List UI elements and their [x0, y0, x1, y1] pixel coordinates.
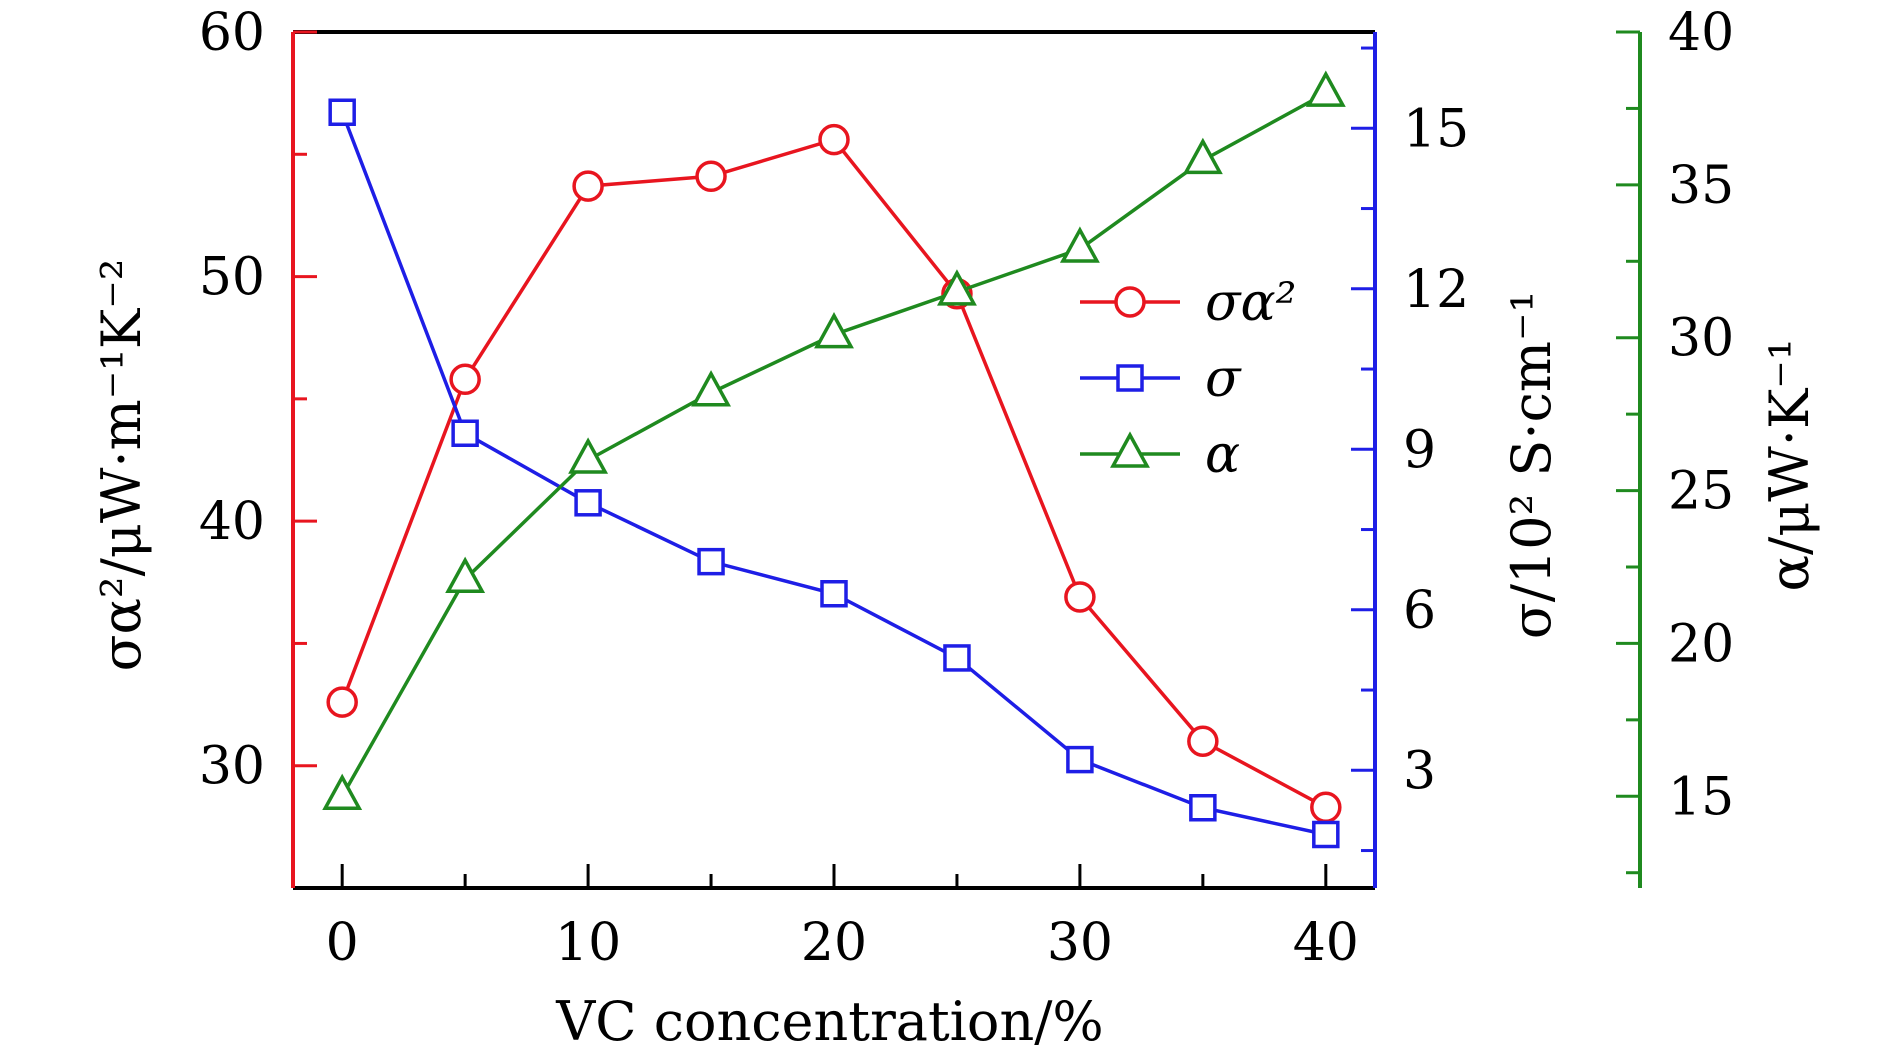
- sigma-point: [1189, 794, 1217, 822]
- sigma-point: [1312, 820, 1340, 849]
- sigma-point: [328, 98, 356, 126]
- sigma-alpha2-point: [1310, 791, 1342, 824]
- x-tick-label: 10: [555, 913, 621, 973]
- far-right-tick-label: 20: [1668, 614, 1734, 674]
- x-tick-label: 30: [1047, 913, 1113, 973]
- far-right-tick-label: 15: [1668, 767, 1734, 827]
- right-tick-label: 6: [1403, 581, 1436, 641]
- x-axis: 0 10 20 30 40: [293, 864, 1375, 973]
- sigma-series: [328, 98, 1340, 849]
- legend-sigma-label: σ: [1205, 349, 1242, 409]
- x-tick-label: 0: [326, 913, 359, 973]
- right-tick-label: 15: [1403, 99, 1469, 159]
- left-tick-label: 50: [199, 248, 265, 308]
- sigma-point: [943, 644, 971, 672]
- alpha-point: [322, 773, 363, 811]
- sigma-alpha2-point: [1187, 725, 1219, 758]
- sigma-line: [340, 111, 1327, 837]
- left-axis-title: σα²/μW·m⁻¹K⁻²: [90, 259, 153, 672]
- alpha-line: [340, 91, 1327, 798]
- series-layer: [322, 70, 1346, 849]
- sigma-alpha2-point: [695, 160, 727, 193]
- alpha-point: [1182, 137, 1223, 175]
- legend-sigma-alpha2-label: σα²: [1205, 273, 1296, 333]
- sigma-point: [1066, 745, 1094, 774]
- sigma-alpha2-point: [1064, 581, 1096, 613]
- right-axis-title: σ/10² S·cm⁻¹: [1500, 291, 1563, 639]
- left-tick-label: 30: [199, 737, 265, 797]
- alpha-point: [445, 556, 486, 593]
- right-tick-label: 9: [1403, 420, 1436, 480]
- sigma-point: [451, 419, 479, 447]
- left-tick-label: 40: [199, 492, 265, 552]
- alpha-point: [568, 437, 609, 474]
- right-tick-label: 3: [1403, 741, 1436, 801]
- sigma-alpha2-point: [818, 123, 850, 156]
- left-axis: 30 40 50 60: [199, 3, 317, 888]
- sigma-alpha2-point: [572, 170, 604, 202]
- right-axis: 3 6 9 12 15: [1351, 32, 1469, 888]
- far-right-tick-label: 35: [1668, 156, 1734, 216]
- legend-alpha-marker: [1110, 431, 1150, 468]
- sigma-point: [820, 580, 848, 608]
- sigma-point: [574, 489, 602, 517]
- x-tick-label: 20: [801, 913, 867, 973]
- sigma-alpha2-series: [326, 123, 1342, 824]
- far-right-tick-label: 25: [1668, 462, 1734, 522]
- alpha-point: [1059, 226, 1100, 263]
- sigma-alpha2-point: [326, 686, 358, 718]
- x-axis-title: VC concentration/%: [555, 990, 1103, 1053]
- legend-alpha-label: α: [1205, 425, 1240, 485]
- far-right-tick-label: 40: [1668, 3, 1734, 63]
- alpha-point: [1305, 70, 1346, 107]
- legend: σα² σα: [1080, 273, 1296, 485]
- legend-sigma-alpha2-marker: [1114, 286, 1146, 318]
- left-tick-label: 60: [199, 3, 265, 63]
- legend-sigma-marker: [1116, 364, 1144, 392]
- sigma-alpha2-line: [340, 137, 1327, 809]
- sigma-alpha2-point: [449, 363, 481, 396]
- alpha-point: [936, 269, 977, 306]
- alpha-point: [691, 370, 732, 407]
- right-tick-label: 12: [1403, 260, 1469, 320]
- x-tick-label: 40: [1293, 913, 1359, 973]
- far-right-tick-label: 30: [1668, 309, 1734, 369]
- far-right-axis: 15 20 25 30 35 40: [1616, 3, 1734, 888]
- far-right-axis-title: α/μW·K⁻¹: [1758, 339, 1821, 592]
- sigma-point: [697, 547, 725, 576]
- alpha-point: [814, 312, 854, 349]
- alpha-series: [322, 70, 1346, 811]
